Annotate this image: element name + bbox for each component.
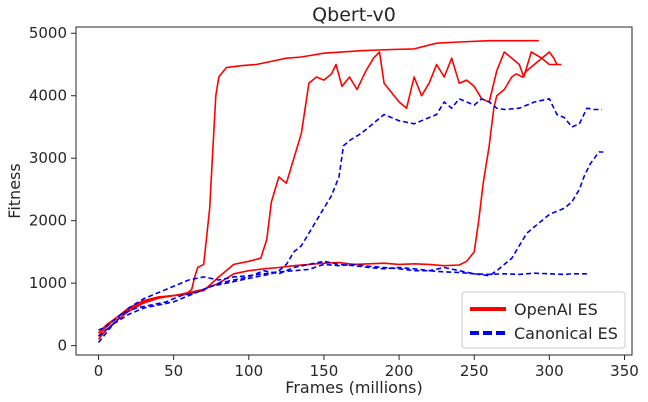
plot-frame — [75, 26, 633, 356]
series-line-canonical-es — [98, 98, 602, 331]
x-axis-title: Frames (millions) — [285, 378, 422, 397]
x-axis: 0 50 100 150 200 250 300 350 — [94, 355, 639, 380]
y-tick-label: 2000 — [29, 212, 67, 230]
series-line-openai-es — [97, 51, 562, 340]
x-tick-label: 200 — [385, 362, 414, 380]
x-tick-label: 150 — [310, 362, 339, 380]
series-line-openai-es — [97, 51, 558, 334]
x-tick-label: 250 — [460, 362, 489, 380]
legend-label: OpenAI ES — [514, 300, 598, 319]
y-tick-label: 3000 — [29, 149, 67, 167]
series-layer — [97, 39, 604, 344]
y-tick-label: 0 — [57, 337, 67, 355]
chart-title: Qbert-v0 — [312, 4, 396, 26]
y-tick-label: 4000 — [29, 87, 67, 105]
x-tick-label: 350 — [610, 362, 639, 380]
legend: OpenAI ES Canonical ES — [461, 291, 626, 349]
series-line-canonical-es — [97, 263, 587, 337]
series-line-canonical-es — [97, 151, 604, 344]
y-tick-label: 1000 — [29, 274, 67, 292]
y-axis-title: Fitness — [5, 163, 24, 218]
x-tick-label: 100 — [234, 362, 263, 380]
legend-label: Canonical ES — [514, 324, 618, 343]
x-tick-label: 50 — [164, 362, 183, 380]
y-tick-label: 5000 — [29, 24, 67, 42]
y-axis: 0 1000 2000 3000 4000 5000 — [29, 24, 76, 355]
x-tick-label: 0 — [94, 362, 104, 380]
x-tick-label: 300 — [535, 362, 564, 380]
